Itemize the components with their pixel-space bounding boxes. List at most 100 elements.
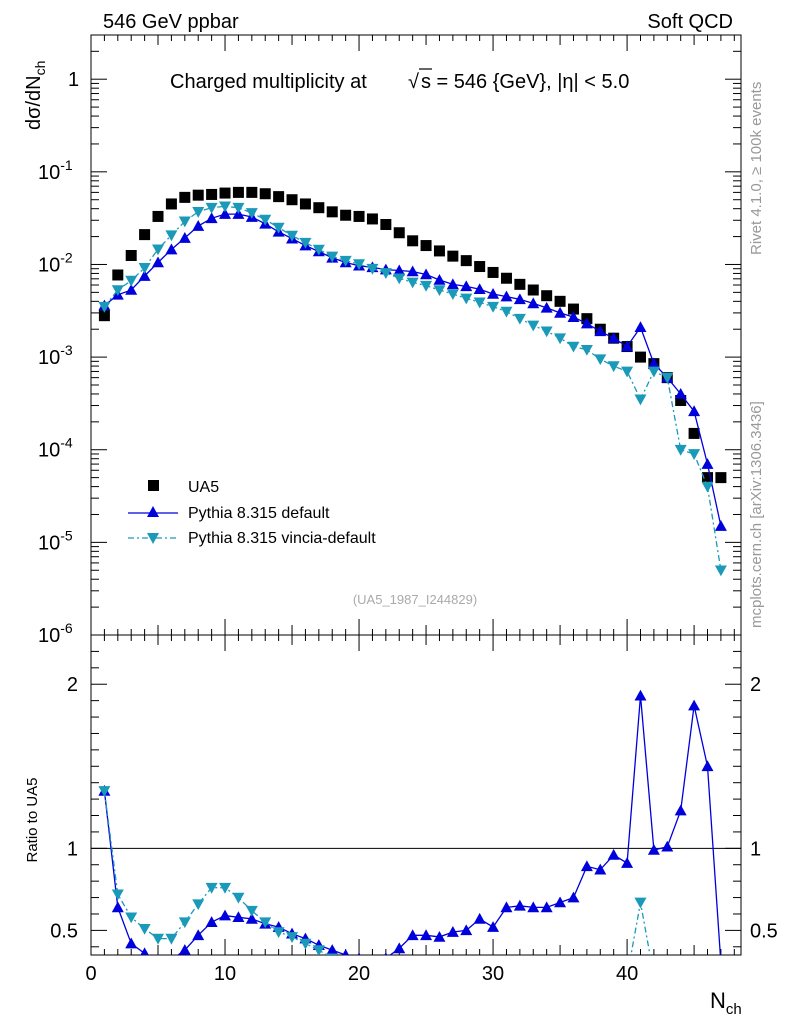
vincia-point (607, 361, 620, 373)
ratio-vincia-point (688, 975, 700, 986)
ua5-point (273, 191, 285, 203)
ua5-point (433, 245, 445, 257)
vincia-point (554, 333, 567, 345)
default-point (500, 290, 513, 302)
vincia-point (339, 255, 352, 267)
ratio-vincia-point (594, 968, 606, 979)
ua5-point (527, 284, 539, 296)
ratio-vincia-point (420, 965, 432, 976)
ratio-default-point (540, 901, 553, 913)
default-point (125, 284, 138, 295)
vincia-point (299, 237, 312, 249)
ratio-vincia-point (514, 968, 526, 979)
ratio-vincia-point (205, 882, 218, 894)
default-point (205, 212, 218, 224)
vincia-point (326, 251, 339, 263)
ratio-vincia-point (259, 917, 272, 929)
ratio-default-point (580, 860, 593, 872)
vincia-point (473, 297, 486, 309)
ratio-default-point (674, 804, 687, 816)
vincia-point (125, 275, 138, 287)
ratio-vincia-point (380, 963, 392, 974)
ratio-default-point (192, 929, 205, 941)
ua5-point (514, 278, 526, 290)
legend-label-vincia: Pythia 8.315 vincia-default (188, 530, 376, 547)
ratio-default-point (326, 944, 339, 955)
vincia-point (178, 216, 191, 228)
default-point (152, 256, 165, 268)
ratio-default-point (178, 944, 191, 955)
ratio-vincia-point (407, 965, 419, 976)
vincia-point (152, 244, 165, 256)
vincia-point (192, 207, 205, 218)
ua5-point (487, 266, 499, 278)
ratio-vincia-point (433, 965, 445, 976)
vincia-point (621, 366, 634, 378)
ratio-default-point (661, 840, 674, 852)
vincia-point (513, 313, 526, 325)
ratio-vincia-point (541, 968, 553, 979)
legend-marker-default (147, 506, 159, 517)
default-point (487, 287, 500, 299)
ylabel-top-sub: ch (32, 61, 48, 76)
ratio-default-point (205, 916, 218, 927)
ratio-default-point (567, 891, 580, 903)
ratio-line-default (103, 695, 721, 955)
ratio-vincia-point (178, 917, 191, 929)
ratio-vincia-point (125, 912, 138, 924)
ratio-vincia-point (460, 963, 472, 974)
default-point (674, 387, 687, 399)
ratio-vincia-point (701, 975, 713, 986)
ratio-default-point (647, 843, 660, 855)
x-tick-label: 0 (85, 963, 96, 985)
vincia-point (714, 565, 727, 577)
y-tick-label: 10-4 (38, 435, 73, 462)
default-point (513, 293, 526, 305)
main-series-group (98, 186, 727, 577)
ratio-vincia-point (245, 905, 258, 917)
ua5-point (98, 310, 110, 322)
ratio-vincia-point (581, 968, 593, 979)
ratio-default-point (232, 911, 245, 923)
default-point (138, 270, 151, 281)
ua5-point (460, 255, 472, 267)
default-point (714, 520, 727, 531)
x-tick-label: 30 (482, 963, 504, 985)
ratio-plot-frame (90, 634, 742, 956)
ratio-vincia-point (715, 975, 727, 986)
default-point (446, 278, 459, 290)
ratio-default-point (140, 947, 149, 955)
ratio-default-point (527, 901, 540, 913)
ratio-default-point (357, 952, 361, 955)
ratio-vincia-point (286, 932, 299, 943)
ua5-point (380, 219, 392, 231)
vincia-point (232, 202, 245, 214)
ratio-vincia-point (393, 963, 405, 974)
ua5-point (246, 186, 258, 198)
ratio-vincia-point (272, 927, 285, 939)
vincia-point (165, 230, 178, 242)
ua5-point (688, 427, 700, 439)
ratio-default-point (245, 912, 258, 924)
default-point (420, 268, 433, 280)
default-point (621, 340, 634, 352)
ua5-point (139, 229, 151, 241)
ratio-vincia-point (232, 892, 245, 904)
default-point (594, 325, 607, 337)
ua5-point (634, 351, 646, 363)
ratio-vincia-point (312, 945, 325, 955)
y-axis-label-top: dσ/dNch (23, 61, 48, 130)
ratio-default-point (473, 912, 486, 924)
ratio-default-point (219, 909, 232, 921)
ua5-point (286, 194, 298, 206)
ua5-point (567, 303, 579, 315)
ratio-vincia-point (299, 938, 312, 950)
y-tick-label: 10-2 (38, 249, 73, 276)
vincia-point (487, 301, 500, 313)
ua5-point (259, 188, 271, 200)
legend: UA5 Pythia 8.315 default Pythia 8.315 vi… (128, 479, 376, 547)
ua5-point (675, 394, 687, 406)
vincia-point (580, 344, 593, 356)
ratio-vincia-point (192, 899, 205, 911)
vincia-point (446, 289, 459, 300)
